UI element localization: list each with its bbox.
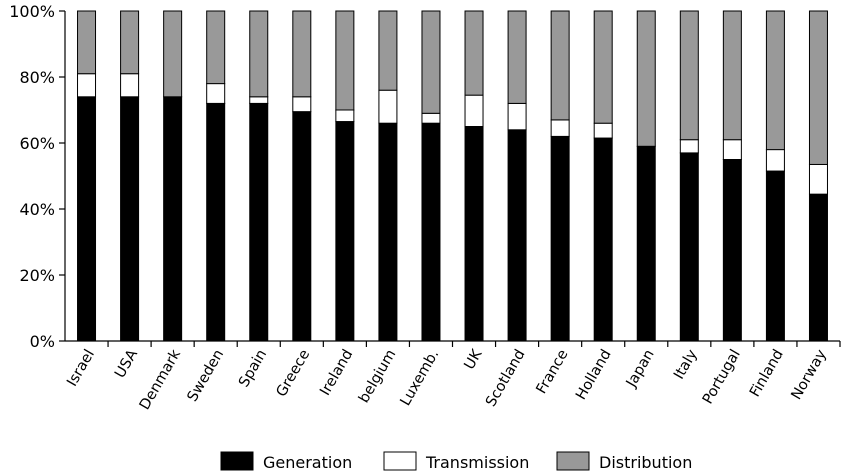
bar-segment-transmission bbox=[593, 122, 613, 139]
bar-segment-distribution bbox=[335, 10, 355, 111]
bar-segment-transmission bbox=[464, 94, 484, 128]
bar-segment-transmission bbox=[808, 163, 828, 195]
bar-segment-transmission bbox=[765, 149, 785, 172]
x-category-label: Holland bbox=[573, 347, 614, 403]
bar-segment-generation bbox=[722, 159, 742, 342]
bar-segment-distribution bbox=[163, 10, 183, 98]
bar-segment-distribution bbox=[120, 10, 140, 75]
bar-segment-distribution bbox=[808, 10, 828, 165]
x-category-label: USA bbox=[112, 347, 141, 381]
x-category-label: Sweden bbox=[185, 347, 228, 405]
y-tick-label: 40% bbox=[19, 200, 55, 219]
bar-segment-distribution bbox=[249, 10, 269, 98]
y-tick-label: 0% bbox=[30, 332, 55, 351]
bar-segment-distribution bbox=[593, 10, 613, 124]
x-category-label: Ireland bbox=[317, 347, 356, 398]
legend-label-transmission: Transmission bbox=[425, 453, 529, 472]
bar-segment-generation bbox=[679, 152, 699, 342]
x-category-label: Greece bbox=[274, 347, 314, 400]
bar-segment-generation bbox=[163, 96, 183, 342]
bar-segment-distribution bbox=[550, 10, 570, 121]
bar-segment-distribution bbox=[421, 10, 441, 114]
bar-segment-generation bbox=[206, 102, 226, 342]
x-category-label: Finland bbox=[747, 347, 787, 400]
bar-segment-transmission bbox=[120, 73, 140, 98]
bar-segment-transmission bbox=[335, 109, 355, 123]
bar-segment-generation bbox=[464, 126, 484, 342]
bar-segment-distribution bbox=[378, 10, 398, 91]
bar-segment-distribution bbox=[636, 10, 656, 147]
bar-segment-generation bbox=[593, 137, 613, 342]
y-axis: 0% 20% 40% 60% 80% 100% bbox=[9, 2, 66, 351]
bar-segment-generation bbox=[292, 111, 312, 342]
bar-segment-generation bbox=[636, 145, 656, 342]
x-category-label: belgium bbox=[356, 347, 399, 406]
bar-segment-transmission bbox=[550, 119, 570, 137]
x-category-label: Portugal bbox=[700, 347, 744, 407]
bar-segment-generation bbox=[249, 102, 269, 342]
x-category-label: France bbox=[534, 347, 572, 397]
y-tick-label: 80% bbox=[19, 68, 55, 87]
bar-segment-transmission bbox=[292, 96, 312, 113]
bar-segment-generation bbox=[335, 121, 355, 342]
bar-segment-distribution bbox=[507, 10, 527, 104]
legend-swatch-transmission bbox=[383, 451, 417, 471]
bar-segment-distribution bbox=[464, 10, 484, 96]
bar-segment-transmission bbox=[249, 96, 269, 104]
x-category-label: Scotland bbox=[483, 347, 528, 410]
bar-segment-generation bbox=[120, 96, 140, 342]
bar-segment-transmission bbox=[421, 112, 441, 124]
x-category-label: Norway bbox=[789, 347, 831, 403]
bar-segment-distribution bbox=[765, 10, 785, 151]
y-tick-label: 20% bbox=[19, 266, 55, 285]
bar-segment-generation bbox=[550, 135, 570, 342]
bar-segment-distribution bbox=[77, 10, 97, 75]
bar-segment-distribution bbox=[206, 10, 226, 85]
bar-segment-distribution bbox=[292, 10, 312, 98]
legend-label-generation: Generation bbox=[263, 453, 352, 472]
y-tick-label: 60% bbox=[19, 134, 55, 153]
bar-segment-generation bbox=[765, 170, 785, 342]
bar-segment-generation bbox=[77, 96, 97, 342]
x-category-label: Luxemb. bbox=[398, 347, 443, 409]
bars bbox=[77, 10, 828, 342]
bar-segment-transmission bbox=[679, 139, 699, 154]
x-category-label: Spain bbox=[236, 347, 270, 390]
bar-segment-transmission bbox=[77, 73, 97, 98]
bar-segment-generation bbox=[507, 129, 527, 342]
x-category-label: UK bbox=[462, 347, 486, 373]
bar-segment-transmission bbox=[206, 83, 226, 104]
bar-segment-generation bbox=[421, 122, 441, 342]
legend-label-distribution: Distribution bbox=[599, 453, 692, 472]
bar-segment-transmission bbox=[378, 89, 398, 124]
bar-segment-generation bbox=[378, 122, 398, 342]
x-category-label: Denmark bbox=[137, 346, 184, 412]
y-tick-label: 100% bbox=[9, 2, 55, 21]
legend-swatch-distribution bbox=[556, 451, 590, 471]
bar-segment-distribution bbox=[722, 10, 742, 141]
bar-segment-distribution bbox=[679, 10, 699, 141]
legend-swatch-generation bbox=[220, 451, 254, 471]
bar-segment-transmission bbox=[507, 102, 527, 131]
legend: Generation Transmission Distribution bbox=[220, 451, 692, 472]
bar-segment-generation bbox=[808, 193, 828, 342]
bar-segment-transmission bbox=[722, 139, 742, 160]
x-category-label: Italy bbox=[671, 347, 701, 383]
x-category-label: Israel bbox=[64, 347, 98, 389]
x-category-label: Japan bbox=[623, 347, 658, 391]
